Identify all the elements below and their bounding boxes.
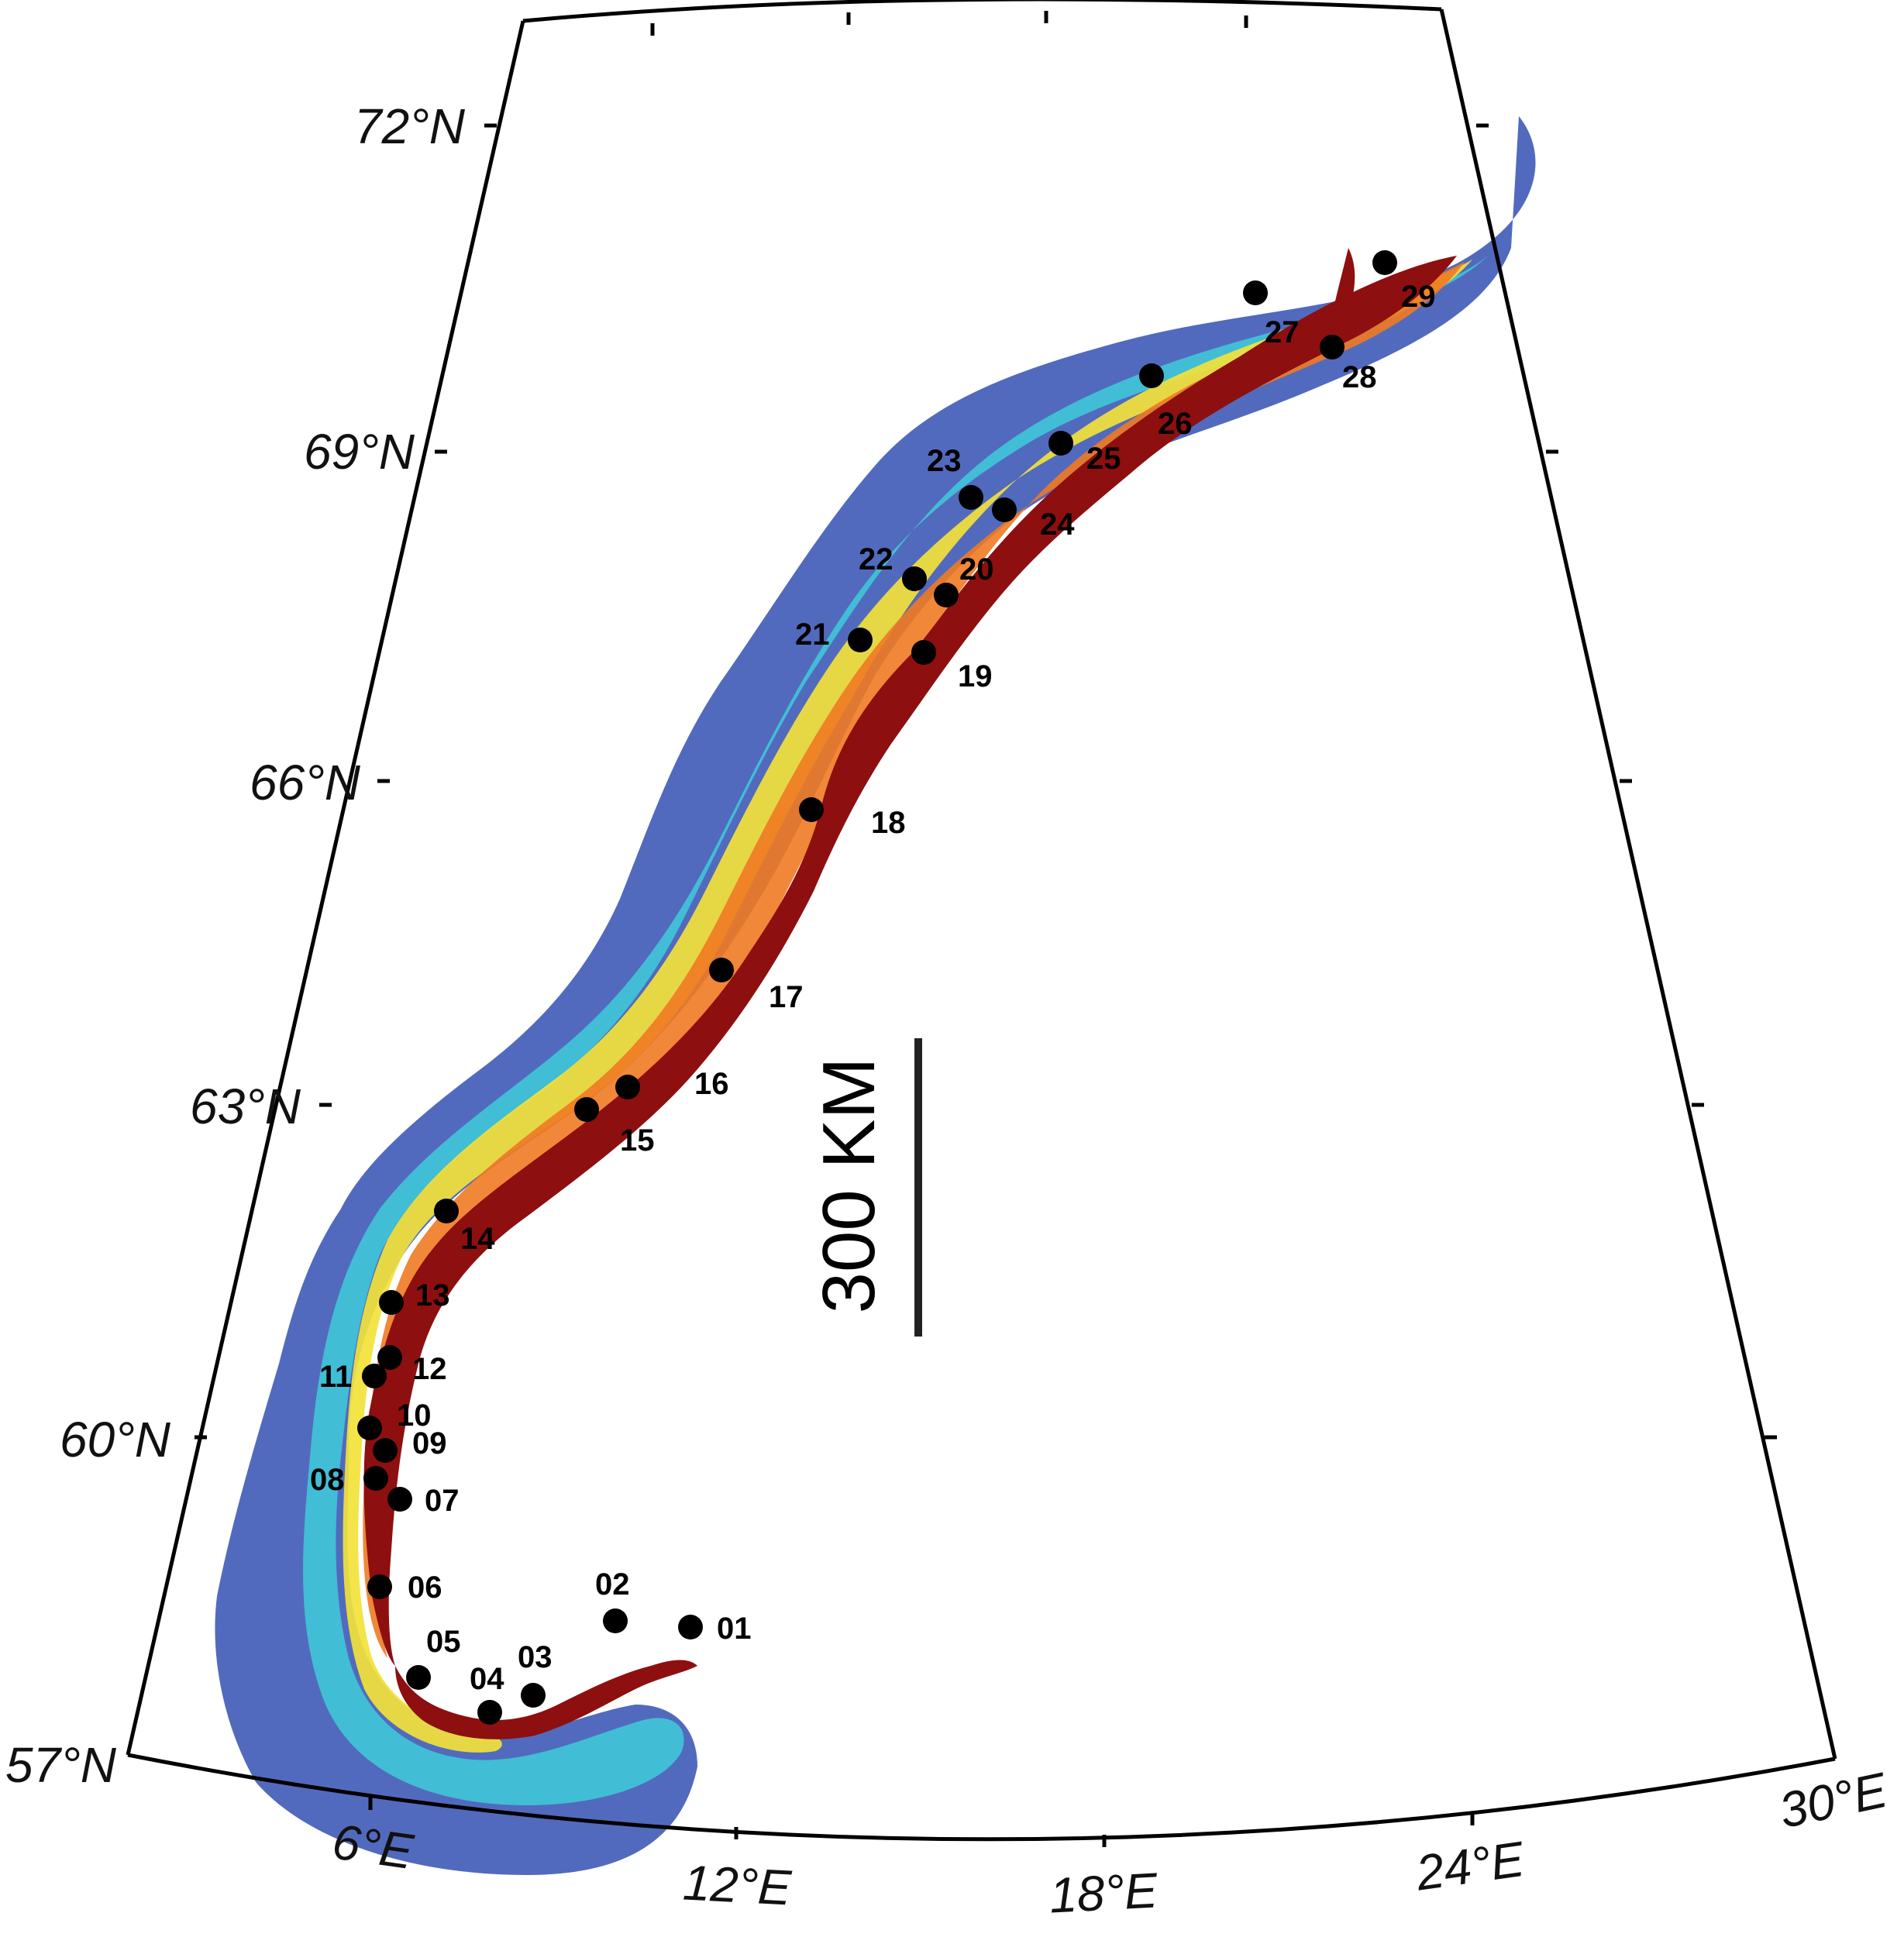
site-label-09: 09 bbox=[412, 1426, 447, 1460]
site-labels: 01 02 03 04 05 06 07 08 09 10 11 12 13 1… bbox=[310, 280, 1436, 1696]
site-label-19: 19 bbox=[958, 659, 993, 693]
site-label-14: 14 bbox=[460, 1222, 495, 1256]
site-label-03: 03 bbox=[518, 1640, 553, 1674]
lat-label-72n: 72°N bbox=[354, 98, 466, 154]
site-label-13: 13 bbox=[415, 1278, 450, 1313]
site-marker-14[interactable] bbox=[434, 1199, 459, 1223]
site-label-20: 20 bbox=[959, 552, 994, 587]
frame-right-edge bbox=[1439, 9, 1837, 1760]
site-marker-20[interactable] bbox=[934, 583, 959, 607]
site-label-22: 22 bbox=[859, 542, 893, 576]
site-marker-22[interactable] bbox=[902, 566, 927, 591]
site-marker-04[interactable] bbox=[477, 1700, 502, 1725]
site-marker-23[interactable] bbox=[959, 485, 983, 510]
site-label-18: 18 bbox=[871, 806, 906, 840]
lat-label-60n: 60°N bbox=[60, 1412, 171, 1467]
site-marker-16[interactable] bbox=[615, 1075, 640, 1099]
lon-label-30e: 30°E bbox=[1775, 1761, 1893, 1839]
density-band-dark-red-south bbox=[395, 1660, 697, 1739]
site-marker-27[interactable] bbox=[1243, 280, 1268, 305]
scale-bar: 300 KM bbox=[807, 1038, 922, 1337]
site-marker-01[interactable] bbox=[678, 1615, 703, 1639]
lon-label-24e: 24°E bbox=[1412, 1831, 1528, 1901]
lat-label-69n: 69°N bbox=[304, 424, 415, 480]
site-label-24: 24 bbox=[1040, 507, 1075, 542]
map-frame bbox=[126, 0, 1837, 1842]
site-label-16: 16 bbox=[694, 1067, 729, 1101]
frame-ticks bbox=[195, 11, 1777, 1847]
site-marker-17[interactable] bbox=[709, 958, 734, 982]
site-marker-15[interactable] bbox=[574, 1097, 599, 1122]
lon-label-18e: 18°E bbox=[1048, 1862, 1159, 1923]
site-label-04: 04 bbox=[470, 1662, 504, 1696]
site-marker-18[interactable] bbox=[799, 797, 824, 822]
site-marker-12[interactable] bbox=[377, 1345, 402, 1370]
lon-label-12e: 12°E bbox=[682, 1854, 794, 1915]
site-label-10: 10 bbox=[397, 1399, 432, 1433]
site-label-21: 21 bbox=[795, 618, 830, 652]
site-label-29: 29 bbox=[1401, 280, 1436, 314]
site-markers bbox=[357, 250, 1397, 1725]
lat-label-66n: 66°N bbox=[250, 755, 361, 810]
site-marker-11[interactable] bbox=[362, 1364, 387, 1388]
site-label-11: 11 bbox=[319, 1360, 352, 1394]
site-label-01: 01 bbox=[717, 1612, 752, 1646]
site-marker-03[interactable] bbox=[521, 1683, 546, 1708]
site-marker-08[interactable] bbox=[363, 1466, 388, 1491]
site-marker-02[interactable] bbox=[603, 1608, 628, 1633]
latitude-labels: 72°N 69°N 66°N 63°N 60°N 57°N bbox=[5, 98, 466, 1793]
site-label-28: 28 bbox=[1342, 360, 1377, 394]
lon-label-6e: 6°E bbox=[329, 1813, 418, 1880]
site-marker-21[interactable] bbox=[848, 628, 873, 652]
scale-bar-label: 300 KM bbox=[807, 1058, 890, 1314]
site-marker-28[interactable] bbox=[1320, 335, 1345, 360]
frame-left-edge bbox=[126, 20, 525, 1756]
site-marker-09[interactable] bbox=[373, 1438, 398, 1463]
site-label-15: 15 bbox=[620, 1123, 655, 1158]
site-label-23: 23 bbox=[927, 444, 962, 478]
coastal-density-field bbox=[215, 116, 1536, 1875]
site-label-27: 27 bbox=[1265, 315, 1300, 349]
site-marker-07[interactable] bbox=[387, 1487, 412, 1512]
site-label-05: 05 bbox=[426, 1625, 461, 1659]
site-marker-26[interactable] bbox=[1139, 363, 1164, 388]
site-marker-25[interactable] bbox=[1048, 431, 1073, 456]
site-marker-29[interactable] bbox=[1372, 250, 1397, 275]
site-label-08: 08 bbox=[310, 1463, 345, 1497]
site-label-26: 26 bbox=[1158, 407, 1193, 441]
site-marker-24[interactable] bbox=[992, 497, 1017, 522]
frame-bottom-arc bbox=[127, 1753, 1836, 1842]
site-marker-06[interactable] bbox=[367, 1574, 392, 1599]
site-label-17: 17 bbox=[769, 980, 804, 1014]
site-label-25: 25 bbox=[1086, 442, 1121, 476]
lat-label-57n: 57°N bbox=[5, 1737, 117, 1793]
site-label-06: 06 bbox=[408, 1571, 442, 1605]
site-marker-19[interactable] bbox=[911, 640, 936, 665]
site-label-02: 02 bbox=[595, 1567, 630, 1602]
density-band-deep-blue bbox=[215, 116, 1536, 1875]
site-label-07: 07 bbox=[425, 1484, 460, 1518]
frame-top-arc bbox=[522, 0, 1442, 23]
site-marker-10[interactable] bbox=[357, 1416, 382, 1440]
site-marker-05[interactable] bbox=[406, 1665, 431, 1690]
site-marker-13[interactable] bbox=[379, 1290, 404, 1315]
site-label-12: 12 bbox=[412, 1352, 447, 1386]
density-band-northern-fjord bbox=[1329, 248, 1355, 349]
lat-label-63n: 63°N bbox=[190, 1079, 301, 1134]
